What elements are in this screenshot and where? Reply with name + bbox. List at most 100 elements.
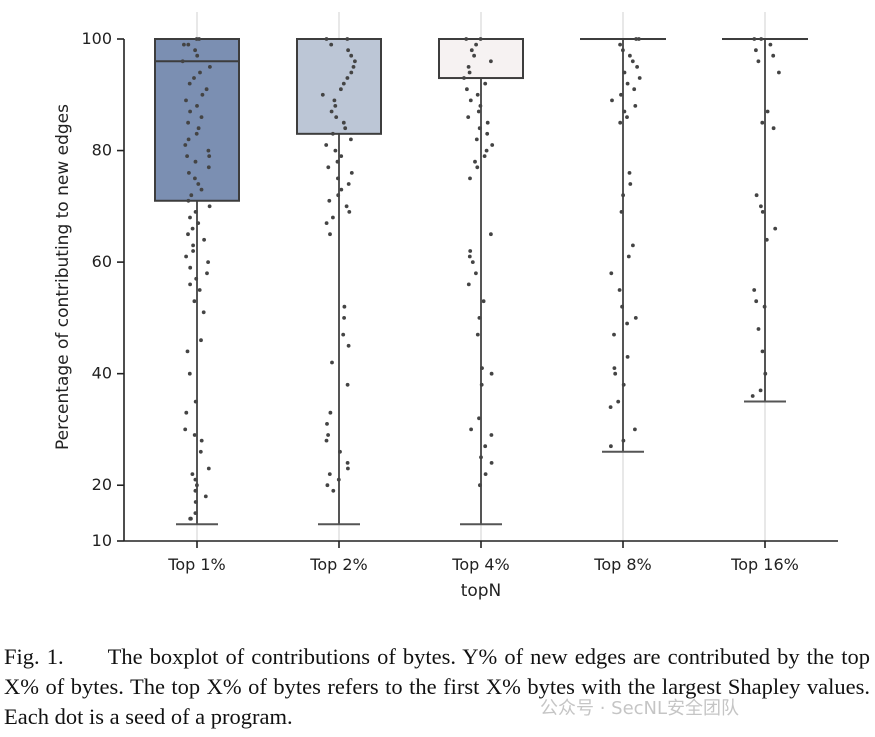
seed-dot [482,154,487,159]
seed-dot [199,338,203,343]
seed-dot [199,115,204,119]
y-tick-label: 20 [92,475,112,494]
x-tick-label: Top 16% [730,555,799,574]
seed-dot [475,332,480,337]
seed-dot [190,472,195,476]
seed-dot [468,98,473,103]
seed-dot [193,511,198,515]
caption-text: The boxplot of contributions of bytes. Y… [4,644,870,729]
y-tick-label: 60 [92,252,112,271]
seed-dot [193,500,198,504]
seed-dot [346,466,350,471]
box-top-4- [438,38,524,80]
seed-dot [204,87,209,92]
seed-dot [762,304,767,309]
seed-dot [335,159,340,164]
seed-dot [339,187,344,192]
seed-dot [764,237,769,242]
seed-dot [627,171,632,175]
seed-dot [208,65,212,69]
seed-dot [479,382,484,387]
seed-dot [777,70,781,75]
y-tick-label: 10 [92,531,112,550]
seed-dot [207,154,212,159]
seed-dot [203,494,208,499]
seed-dot [198,70,202,75]
x-tick-label: Top 1% [167,555,225,574]
seed-dot [473,159,477,164]
seed-dot [633,104,638,108]
seed-dot [192,433,197,437]
seed-dot [353,59,357,64]
seed-dot [349,70,354,75]
seed-dot [612,366,617,370]
seed-dot [329,42,334,47]
seed-dot [325,483,330,488]
seed-dot [759,37,764,41]
seed-dot [467,254,472,259]
seed-dot [201,310,206,315]
seed-dot [465,87,469,92]
seed-dot [326,165,331,170]
seed-dot [199,187,204,192]
seed-dot [485,120,490,125]
seed-dot [773,226,778,231]
box-layer [154,38,808,526]
seed-dot [198,449,203,454]
seed-dot [618,120,623,125]
seed-dot [619,92,623,97]
seed-dot [188,282,193,287]
seed-dot [608,405,613,409]
seed-dot [349,137,353,142]
seed-dot [621,382,626,387]
seed-dot [637,76,642,80]
seed-dot [185,349,190,354]
seed-dot [191,249,196,253]
seed-dot [478,37,483,41]
seed-dot [320,92,325,97]
seed-dot [478,483,482,488]
seed-dot [347,210,352,214]
seed-dot [186,120,191,125]
seed-dot [338,449,342,454]
seed-dot [330,360,334,365]
seed-dot [472,53,476,58]
seed-dot [489,59,493,64]
seed-dot [188,265,193,270]
seed-dot [625,321,629,326]
seed-dot [462,76,466,80]
seed-dot [331,131,335,136]
seed-dot [484,148,489,153]
seed-dot [760,349,765,354]
seed-dot [609,271,614,276]
seed-dot [464,37,469,41]
x-axis-title: topN [461,581,502,601]
seed-dot [476,109,481,114]
seed-dot [622,109,627,114]
seed-dot [637,37,641,41]
seed-dot [345,76,350,80]
seed-dot [341,332,346,337]
y-tick-label: 100 [81,29,112,48]
seed-dot [182,42,186,47]
seed-dot [328,232,332,237]
seed-dot [324,221,329,226]
seed-dot [324,143,329,147]
seed-dot [618,42,622,47]
seed-dot [466,282,471,287]
seed-dot [466,65,471,69]
seed-dot [196,126,201,131]
seed-dot [468,249,473,253]
seed-dot [616,399,621,404]
seed-dot [205,271,209,276]
seed-dot [349,171,354,175]
seed-dot [184,254,189,259]
seed-dot [468,176,472,181]
seed-dot [754,193,759,198]
seed-dot [621,438,626,443]
x-tick-label: Top 4% [451,555,509,574]
seed-dot [760,120,765,125]
seed-dot [180,59,185,64]
seed-dot [343,126,348,131]
y-axis-title: Percentage of contributing to new edges [53,104,73,450]
